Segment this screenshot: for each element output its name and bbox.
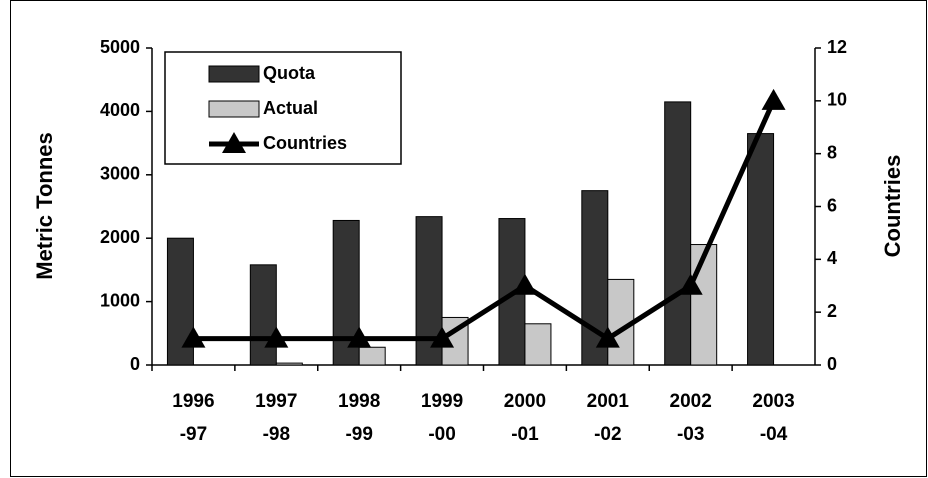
y-tick-label: 1000 [100, 290, 140, 310]
y-axis-label: Metric Tonnes [32, 132, 57, 280]
legend-swatch [208, 100, 260, 118]
x-tick-label: 1996-97 [172, 391, 215, 445]
bar [690, 244, 718, 366]
marker [761, 88, 786, 110]
line [193, 99, 776, 342]
bar [664, 101, 692, 366]
y2-tick-label: 0 [827, 354, 837, 374]
y-tick-label: 4000 [100, 100, 140, 120]
x-tick-label: 2000-01 [503, 391, 547, 445]
y2-tick-label: 10 [827, 90, 847, 110]
y2-tick-label: 2 [827, 301, 837, 321]
x-tick-label: 1997-98 [255, 391, 298, 445]
legend-box [164, 51, 402, 165]
x-tick-label: 2002-03 [669, 391, 712, 445]
y2-tick-label: 4 [827, 248, 837, 268]
marker [678, 273, 703, 295]
frame [10, 0, 927, 477]
bar [249, 264, 277, 366]
y2-axis-label: Countries [880, 155, 905, 258]
marker [512, 273, 537, 295]
bar [524, 323, 552, 366]
x-tick-label: 1998-99 [338, 391, 381, 445]
legend-swatch [208, 65, 260, 83]
legend-marker [222, 132, 246, 153]
y-tick-label: 0 [130, 354, 140, 374]
x-tick-label: 2001-02 [586, 391, 629, 445]
bar [275, 362, 303, 366]
marker [181, 326, 206, 348]
y-tick-label: 3000 [100, 164, 140, 184]
y2-tick-label: 8 [827, 142, 837, 162]
y2-tick-label: 12 [827, 37, 847, 57]
x-tick-label: 1999-00 [420, 391, 464, 445]
marker [347, 326, 372, 348]
marker [430, 326, 455, 348]
bar [358, 346, 386, 366]
x-tick-label: 2003-04 [752, 391, 795, 445]
y2-tick-label: 6 [827, 195, 837, 215]
bar [747, 133, 775, 366]
legend-label: Countries [263, 133, 347, 153]
marker [595, 326, 620, 348]
marker [264, 326, 289, 348]
legend-label: Quota [263, 63, 316, 83]
y-tick-label: 2000 [100, 227, 140, 247]
y-tick-label: 5000 [100, 37, 140, 57]
legend-label: Actual [263, 98, 318, 118]
